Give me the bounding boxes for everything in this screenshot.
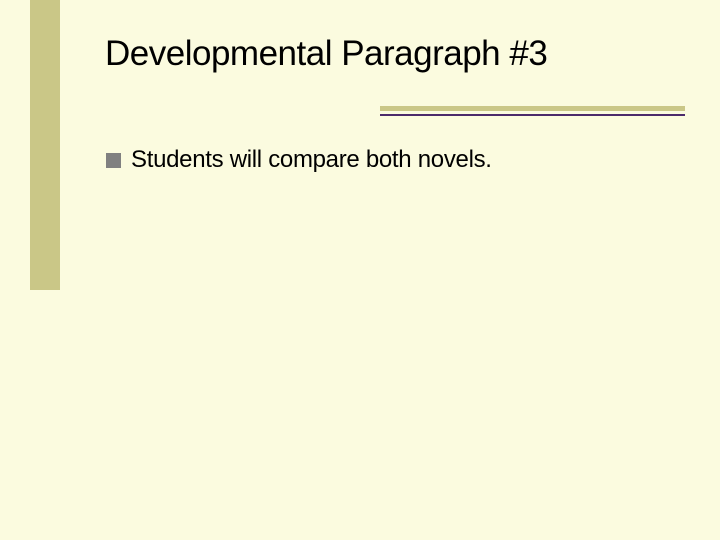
left-accent-bar <box>30 0 60 290</box>
bullet-item: Students will compare both novels. <box>106 146 492 174</box>
slide-title: Developmental Paragraph #3 <box>105 34 547 74</box>
title-underline-thick <box>380 106 685 111</box>
bullet-text: Students will compare both novels. <box>131 146 492 174</box>
bullet-marker-icon <box>106 153 121 168</box>
title-underline-thin <box>380 114 685 116</box>
